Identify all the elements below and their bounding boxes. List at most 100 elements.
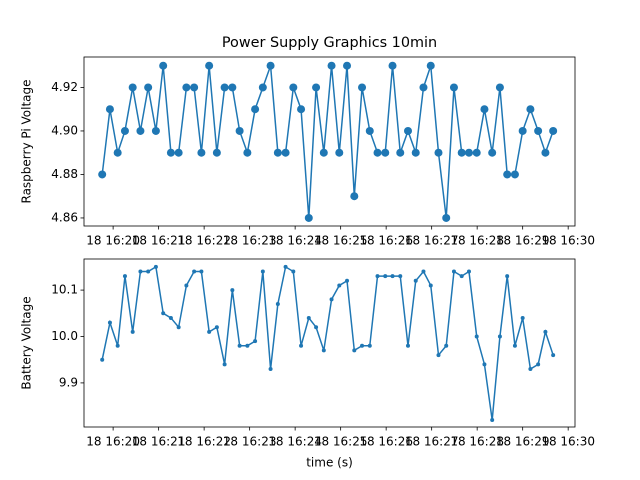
x-tick-label: 18 16:22	[177, 234, 231, 248]
data-point	[197, 148, 206, 157]
x-tick-label: 18 16:30	[541, 435, 595, 449]
x-tick-label: 18 16:21	[132, 234, 186, 248]
x-tick-label: 18 16:20	[86, 234, 140, 248]
x-tick-label: 18 16:25	[314, 234, 368, 248]
axes-frame	[83, 258, 576, 428]
data-point	[520, 315, 525, 320]
data-point	[365, 126, 374, 135]
data-point	[120, 126, 129, 135]
data-point	[130, 329, 135, 334]
x-tick-label: 18 16:29	[496, 435, 550, 449]
data-point	[153, 264, 158, 269]
data-point	[122, 274, 127, 279]
data-point	[451, 269, 456, 274]
x-tick-label: 18 16:20	[86, 435, 140, 449]
data-point	[405, 343, 410, 348]
data-point	[381, 148, 390, 157]
data-point	[314, 325, 319, 330]
data-point	[373, 148, 382, 157]
data-point	[98, 170, 107, 179]
data-point	[466, 269, 471, 274]
data-point	[528, 366, 533, 371]
x-tick-label: 18 16:27	[405, 234, 459, 248]
data-point	[345, 278, 350, 283]
data-point	[403, 126, 412, 135]
data-point	[497, 334, 502, 339]
data-point	[367, 343, 372, 348]
y-tick-label: 9.9	[59, 375, 78, 389]
data-point	[168, 315, 173, 320]
x-tick-label: 18 16:29	[496, 234, 550, 248]
y-tick-label: 10.1	[51, 283, 78, 297]
data-point	[291, 269, 296, 274]
data-point	[289, 83, 298, 92]
x-tick-label: 18 16:25	[314, 435, 368, 449]
data-point	[426, 61, 435, 70]
data-point	[174, 148, 183, 157]
data-point	[352, 348, 357, 353]
data-point	[297, 105, 306, 114]
data-point	[350, 192, 359, 201]
data-point	[512, 343, 517, 348]
data-point	[283, 264, 288, 269]
data-point	[444, 343, 449, 348]
data-point	[220, 83, 229, 92]
x-tick-label: 18 16:23	[223, 435, 277, 449]
data-point	[192, 269, 197, 274]
data-point	[327, 61, 336, 70]
data-point	[245, 343, 250, 348]
y-tick-label: 4.92	[51, 80, 78, 94]
data-point	[335, 148, 344, 157]
data-point	[266, 61, 275, 70]
x-tick-label: 18 16:22	[177, 435, 231, 449]
data-point	[457, 148, 466, 157]
data-point	[212, 148, 221, 157]
data-point	[549, 126, 558, 135]
data-point	[375, 274, 380, 279]
data-point	[490, 418, 495, 423]
data-point	[230, 288, 235, 293]
data-point	[299, 343, 304, 348]
data-point	[161, 311, 166, 316]
data-point	[228, 83, 237, 92]
data-point	[176, 325, 181, 330]
x-tick-label: 18 16:26	[359, 435, 413, 449]
x-tick-label: 18 16:24	[268, 435, 322, 449]
x-tick-label: 18 16:28	[450, 435, 504, 449]
data-point	[337, 283, 342, 288]
data-point	[343, 61, 352, 70]
data-point	[306, 315, 311, 320]
data-point	[275, 302, 280, 307]
data-point	[459, 274, 464, 279]
data-point	[329, 297, 334, 302]
data-point	[151, 126, 160, 135]
data-point	[144, 83, 153, 92]
data-point	[534, 126, 543, 135]
data-point	[321, 348, 326, 353]
x-tick-label: 18 16:24	[268, 234, 322, 248]
y-axis-label: Raspberry Pi Voltage	[20, 79, 34, 203]
data-point	[100, 357, 105, 362]
data-point	[273, 148, 282, 157]
axes-frame	[83, 56, 576, 227]
x-tick-label: 18 16:23	[223, 234, 277, 248]
data-point	[281, 148, 290, 157]
data-point	[113, 148, 122, 157]
data-point	[434, 148, 443, 157]
data-point	[105, 105, 114, 114]
data-point	[419, 83, 428, 92]
x-tick-label: 18 16:26	[359, 234, 413, 248]
data-line	[101, 265, 554, 421]
data-point	[251, 105, 260, 114]
y-tick-label: 4.88	[51, 167, 78, 181]
x-tick-label: 18 16:28	[450, 234, 504, 248]
data-point	[199, 269, 204, 274]
data-point	[182, 83, 191, 92]
data-point	[358, 83, 367, 92]
data-point	[243, 148, 252, 157]
data-point	[421, 269, 426, 274]
y-tick-label: 10.0	[51, 329, 78, 343]
data-point	[235, 126, 244, 135]
